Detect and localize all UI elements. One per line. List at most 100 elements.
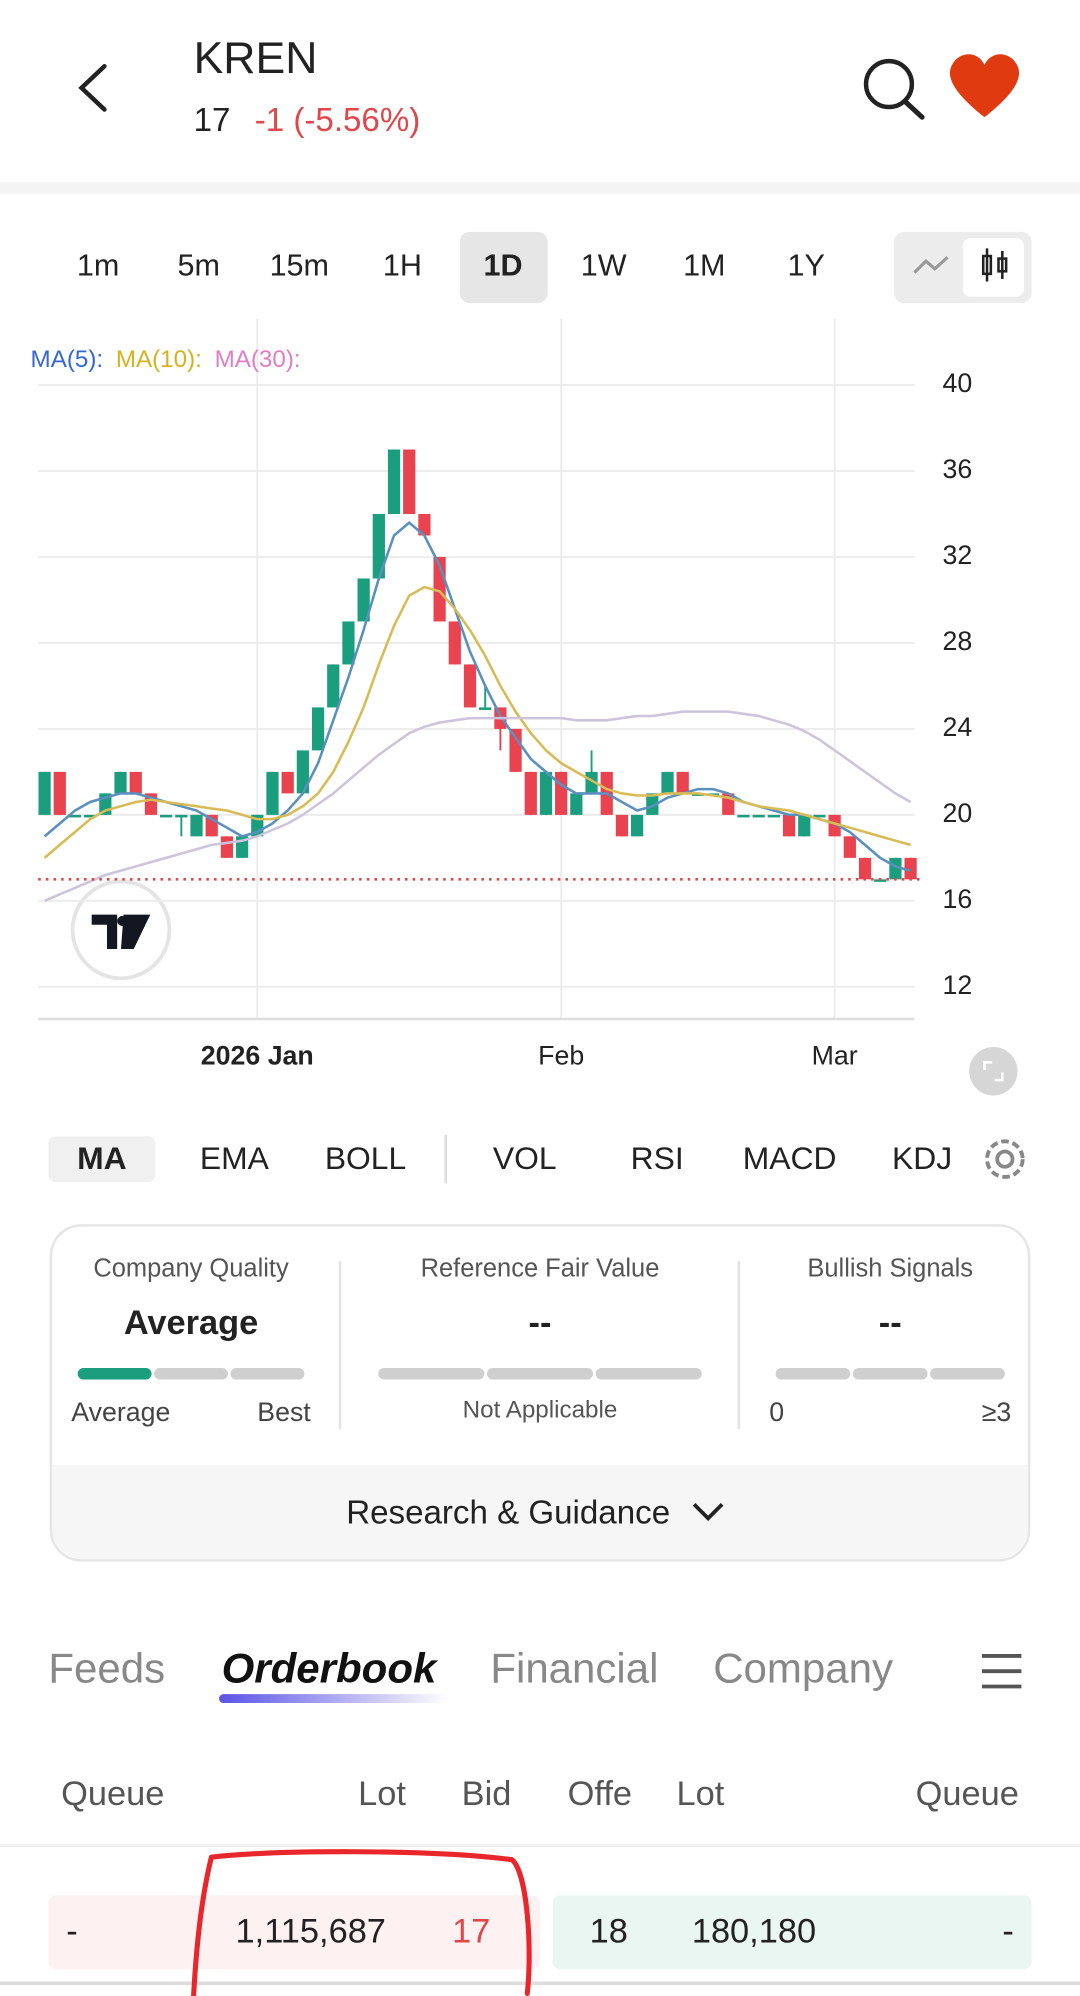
timeframe-button[interactable]: 1H xyxy=(383,249,422,283)
candle-body xyxy=(676,771,689,794)
ma-line xyxy=(43,585,911,859)
indicator-button[interactable]: KDJ xyxy=(892,1140,952,1176)
candle-body xyxy=(387,449,401,515)
score-bar-segment xyxy=(77,1368,152,1380)
gear-hub xyxy=(995,1149,1015,1169)
candle-body xyxy=(220,836,234,858)
candle-body xyxy=(342,621,355,665)
search-button[interactable] xyxy=(863,58,925,120)
candle-body xyxy=(782,814,796,837)
score-bar-segment xyxy=(775,1368,851,1380)
research-toggle[interactable]: Research & Guidance xyxy=(346,1494,670,1531)
candle-body xyxy=(524,771,537,815)
logo-dot xyxy=(117,915,128,927)
search-icon xyxy=(863,58,915,110)
score-note: Not Applicable xyxy=(463,1397,618,1424)
back-button[interactable] xyxy=(78,64,107,112)
candle-body xyxy=(646,793,659,815)
score-bar-segment xyxy=(154,1368,228,1380)
candle-body xyxy=(767,814,780,818)
timeframe-active-bg xyxy=(459,231,548,304)
candle-body xyxy=(372,514,385,579)
score-max-label: Best xyxy=(257,1397,311,1427)
orderbook-cell: 18 xyxy=(590,1913,628,1951)
timeframe-button[interactable]: 1Y xyxy=(787,249,824,283)
ma-line xyxy=(44,710,912,902)
score-bar-segment xyxy=(595,1368,702,1380)
line-style-icon[interactable] xyxy=(913,256,949,274)
score-title: Reference Fair Value xyxy=(421,1255,660,1283)
indicator-button[interactable]: EMA xyxy=(200,1140,270,1176)
indicator-button[interactable]: MA xyxy=(77,1140,127,1176)
candle-body xyxy=(889,857,902,880)
candle-body xyxy=(327,664,340,708)
orderbook-header: Queue xyxy=(61,1775,164,1813)
candle-body xyxy=(281,771,294,794)
highlight-annotation xyxy=(191,1849,532,1996)
candle-body xyxy=(813,814,826,818)
timeframe-button[interactable]: 15m xyxy=(270,249,329,283)
research-section[interactable] xyxy=(52,1464,1028,1560)
tab[interactable]: Financial xyxy=(490,1644,658,1691)
candle-body xyxy=(798,814,811,837)
timeframe-button[interactable]: 5m xyxy=(177,249,219,283)
ticker: KREN xyxy=(194,34,318,83)
indicator-button[interactable]: RSI xyxy=(631,1140,684,1176)
orderbook-header: Lot xyxy=(677,1775,725,1813)
candle-body xyxy=(68,814,82,818)
score-bar-segment xyxy=(230,1368,305,1380)
candle-body xyxy=(509,728,522,772)
candle-body xyxy=(311,707,325,751)
timeframe-button[interactable]: 1W xyxy=(581,249,627,283)
indicator-button[interactable]: VOL xyxy=(493,1140,557,1176)
orderbook-header: Queue xyxy=(916,1775,1019,1813)
timeframe-button[interactable]: 1D xyxy=(484,249,523,283)
candle-body xyxy=(160,814,173,818)
indicator-button[interactable]: MACD xyxy=(743,1140,837,1176)
candle-body xyxy=(38,771,51,815)
search-icon-handle xyxy=(902,99,925,120)
x-tick-label: Mar xyxy=(812,1040,858,1070)
tab[interactable]: Company xyxy=(713,1644,893,1691)
tab[interactable]: Feeds xyxy=(48,1644,165,1691)
divider xyxy=(0,182,1080,194)
candle-body xyxy=(585,771,598,794)
y-tick-label: 12 xyxy=(942,970,972,1000)
offer-background xyxy=(552,1895,1032,1970)
score-min-label: 0 xyxy=(769,1397,784,1427)
y-tick-label: 36 xyxy=(942,454,972,484)
score-title: Bullish Signals xyxy=(807,1255,973,1283)
legend-entry: MA(5): xyxy=(31,346,104,373)
score-bar-segment xyxy=(930,1368,1005,1380)
legend-entry: MA(30): xyxy=(215,346,301,373)
y-tick-label: 32 xyxy=(942,540,972,570)
expand-button[interactable] xyxy=(969,1047,1018,1096)
tabs-menu[interactable] xyxy=(981,1653,1022,1689)
timeframe-button[interactable]: 1M xyxy=(683,249,725,283)
timeframe-button[interactable]: 1m xyxy=(77,249,119,283)
candle-style-button[interactable] xyxy=(962,238,1024,297)
candle-body xyxy=(53,771,66,815)
score-min-label: Average xyxy=(71,1397,170,1427)
indicator-button[interactable]: BOLL xyxy=(325,1140,406,1176)
candle-body xyxy=(190,814,203,837)
candle-body xyxy=(84,814,97,818)
candle-body xyxy=(357,578,370,622)
candle-body xyxy=(737,814,750,818)
tab[interactable]: Orderbook xyxy=(222,1644,439,1691)
chevron-down xyxy=(692,1502,724,1522)
score-title: Company Quality xyxy=(93,1255,289,1283)
tradingview-logo xyxy=(70,879,172,981)
logo-mark xyxy=(91,914,151,949)
tab-underline xyxy=(219,1694,449,1704)
favorite-button[interactable] xyxy=(949,54,1020,118)
bid-background xyxy=(48,1895,540,1970)
candle-body xyxy=(858,857,872,880)
orderbook-header: Offe xyxy=(568,1775,632,1813)
settings-button[interactable] xyxy=(985,1139,1025,1179)
candle-body xyxy=(266,771,279,815)
score-max-label: ≥3 xyxy=(982,1397,1012,1427)
candle-body xyxy=(129,771,142,794)
candle-body xyxy=(114,771,127,794)
